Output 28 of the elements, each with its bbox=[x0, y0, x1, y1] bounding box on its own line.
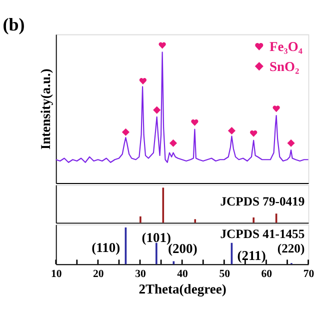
annotation: (220) bbox=[277, 242, 305, 256]
annotation: (101) bbox=[142, 230, 172, 245]
annotation: (211) bbox=[237, 248, 266, 263]
point bbox=[191, 119, 198, 126]
chart-title: (b) bbox=[2, 14, 25, 35]
y-axis-title: Intensity(a.u.) bbox=[38, 68, 54, 150]
point bbox=[122, 128, 130, 136]
x-tick-label: 70 bbox=[303, 268, 314, 280]
x-tick-label: 20 bbox=[93, 268, 104, 280]
annotation: (110) bbox=[92, 240, 120, 255]
x-tick-label: 10 bbox=[50, 268, 62, 280]
point bbox=[158, 42, 166, 49]
x-tick-label: 60 bbox=[261, 268, 272, 280]
legend-label: Fe₃O₄ bbox=[270, 38, 302, 54]
x-tick-label: 30 bbox=[135, 268, 146, 280]
x-axis-title: 2Theta(degree) bbox=[138, 281, 226, 296]
x-tick-label: 40 bbox=[177, 268, 188, 280]
x-tick-label: 50 bbox=[219, 268, 230, 280]
point bbox=[139, 78, 147, 85]
point bbox=[169, 139, 178, 147]
annotation: JCPDS 79-0419 bbox=[220, 194, 305, 208]
point bbox=[272, 106, 280, 112]
annotation: JCPDS 41-1455 bbox=[220, 227, 305, 242]
point bbox=[228, 126, 236, 134]
legend-label: SnO₂ bbox=[270, 58, 300, 74]
point bbox=[250, 130, 258, 137]
point bbox=[287, 139, 295, 147]
point bbox=[153, 106, 161, 114]
